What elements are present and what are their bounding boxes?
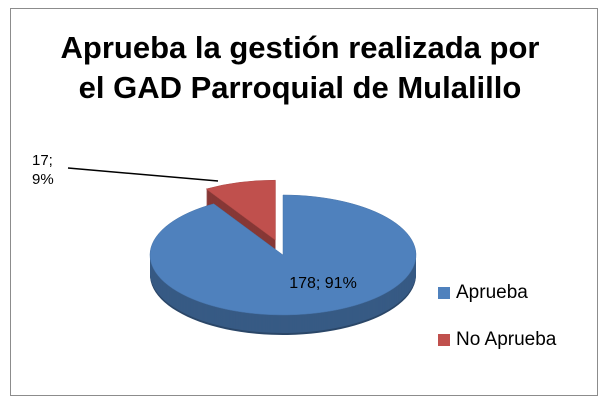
legend-swatch xyxy=(438,287,450,299)
legend-swatch xyxy=(438,334,450,346)
leader-line xyxy=(67,167,219,182)
data-label: 17; 9% xyxy=(32,152,54,188)
legend-label: Aprueba xyxy=(456,282,528,303)
data-label: 178; 91% xyxy=(289,275,357,292)
legend-label: No Aprueba xyxy=(456,329,557,350)
chart-title: Aprueba la gestión realizada por el GAD … xyxy=(60,30,540,105)
chart-border xyxy=(10,8,598,396)
slice xyxy=(149,194,417,316)
slice xyxy=(205,179,276,241)
